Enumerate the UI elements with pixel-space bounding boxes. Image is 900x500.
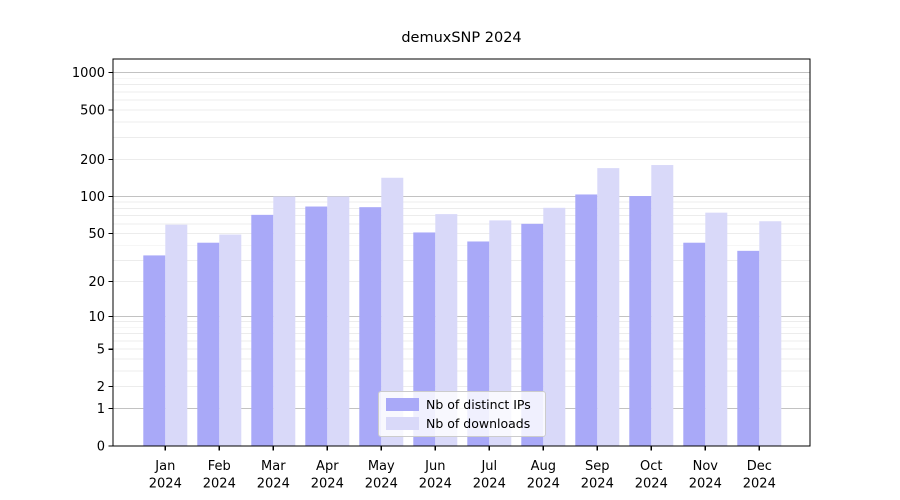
x-tick-label-year: 2024 bbox=[203, 477, 236, 492]
bar-distinct-ips-may bbox=[359, 207, 382, 446]
bar-downloads-oct bbox=[651, 165, 674, 447]
bar-downloads-dec bbox=[759, 221, 782, 446]
x-tick-label-month: Feb bbox=[208, 459, 231, 474]
x-tick-label-month: Oct bbox=[640, 459, 662, 474]
bar-distinct-ips-aug bbox=[521, 223, 544, 446]
y-tick-label: 5 bbox=[97, 343, 105, 358]
legend-swatch-downloads bbox=[386, 417, 419, 430]
x-tick-label-month: Sep bbox=[585, 459, 610, 474]
bar-distinct-ips-jan bbox=[143, 255, 166, 446]
axes-frame bbox=[112, 58, 811, 447]
y-tick-label: 200 bbox=[80, 153, 105, 168]
x-tick-label-year: 2024 bbox=[743, 477, 776, 492]
legend: Nb of distinct IPs Nb of downloads bbox=[378, 391, 546, 437]
x-tick-label-month: Jan bbox=[154, 459, 175, 474]
bar-downloads-jan bbox=[165, 224, 188, 446]
x-tick-label-year: 2024 bbox=[257, 477, 290, 492]
x-tick-label-year: 2024 bbox=[365, 477, 398, 492]
bar-downloads-nov bbox=[705, 212, 728, 446]
y-tick-label: 20 bbox=[88, 275, 105, 290]
bar-distinct-ips-mar bbox=[251, 214, 274, 446]
y-tick-label: 1 bbox=[97, 402, 105, 417]
y-tick-label: 100 bbox=[80, 190, 105, 205]
y-tick-label: 10 bbox=[88, 310, 105, 325]
x-tick-label-month: Mar bbox=[261, 459, 286, 474]
x-tick-label-month: Aug bbox=[531, 459, 556, 474]
legend-label: Nb of distinct IPs bbox=[426, 397, 531, 412]
bar-downloads-sep bbox=[597, 168, 620, 446]
x-tick-label-year: 2024 bbox=[635, 477, 668, 492]
chart-title: demuxSNP 2024 bbox=[401, 30, 522, 46]
x-tick-label-year: 2024 bbox=[689, 477, 722, 492]
legend-label: Nb of downloads bbox=[426, 416, 531, 431]
bar-downloads-mar bbox=[273, 196, 296, 446]
bar-downloads-apr bbox=[327, 196, 350, 446]
bar-distinct-ips-dec bbox=[737, 250, 760, 446]
bar-downloads-feb bbox=[219, 234, 242, 446]
bar-distinct-ips-feb bbox=[197, 242, 220, 446]
y-tick-label: 0 bbox=[97, 439, 105, 454]
bar-downloads-jun bbox=[435, 214, 458, 446]
bar-distinct-ips-oct bbox=[629, 196, 652, 446]
x-tick-label-year: 2024 bbox=[419, 477, 452, 492]
x-tick-label-month: Jul bbox=[480, 459, 497, 474]
bar-distinct-ips-apr bbox=[305, 206, 328, 446]
x-tick-label-month: Apr bbox=[316, 459, 339, 474]
y-tick-label: 1000 bbox=[72, 66, 105, 81]
bar-downloads-jul bbox=[489, 220, 512, 446]
x-tick-label-month: May bbox=[368, 459, 395, 474]
x-tick-label-month: Dec bbox=[747, 459, 772, 474]
x-tick-label-year: 2024 bbox=[581, 477, 614, 492]
y-tick-label: 50 bbox=[88, 227, 105, 242]
x-tick-label-year: 2024 bbox=[311, 477, 344, 492]
y-tick-label: 500 bbox=[80, 103, 105, 118]
x-tick-label-year: 2024 bbox=[149, 477, 182, 492]
legend-item-downloads: Nb of downloads bbox=[386, 416, 539, 431]
x-tick-label-month: Jun bbox=[424, 459, 445, 474]
bar-distinct-ips-nov bbox=[683, 242, 706, 446]
x-tick-label-month: Nov bbox=[693, 459, 719, 474]
x-tick-label-year: 2024 bbox=[527, 477, 560, 492]
x-tick-label-year: 2024 bbox=[473, 477, 506, 492]
bar-downloads-may bbox=[381, 177, 404, 447]
bar-distinct-ips-sep bbox=[575, 194, 598, 446]
legend-swatch-ips bbox=[386, 398, 419, 411]
legend-item-distinct-ips: Nb of distinct IPs bbox=[386, 397, 539, 412]
bar-downloads-aug bbox=[543, 207, 566, 446]
y-tick-label: 2 bbox=[97, 380, 105, 395]
